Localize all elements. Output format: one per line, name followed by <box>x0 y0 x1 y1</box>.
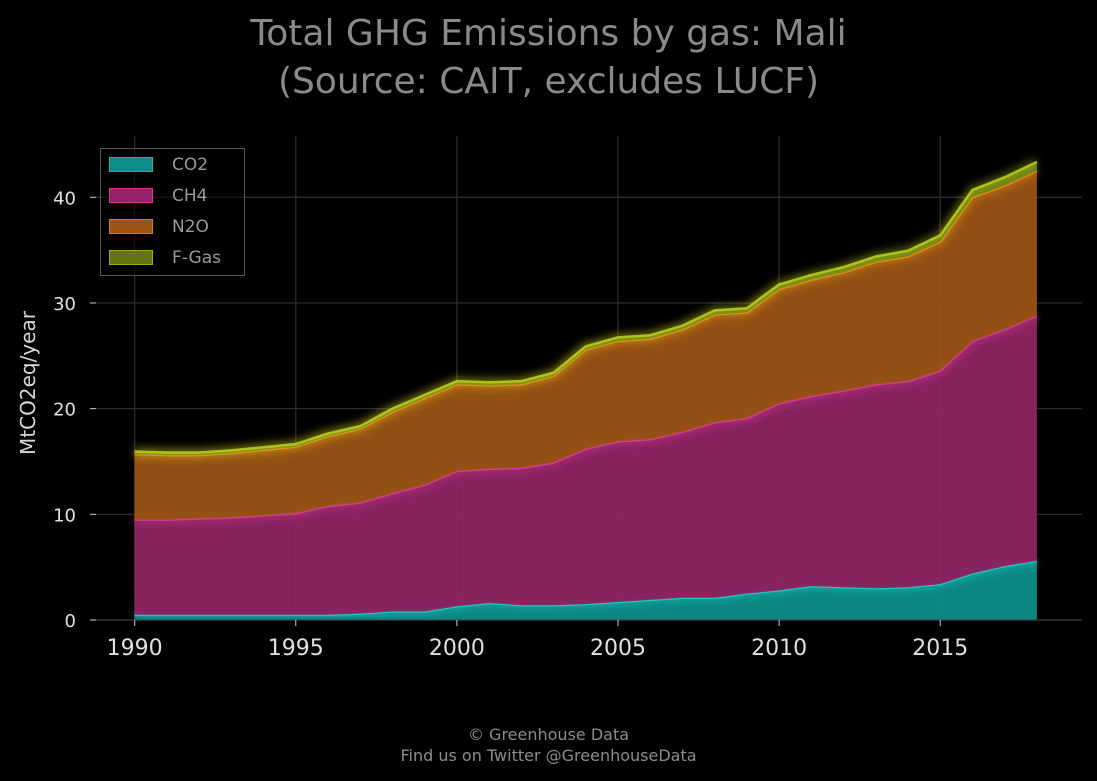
x-tick-label-1995: 1995 <box>268 636 324 661</box>
legend-item-ch4: CH4 <box>109 186 241 208</box>
areas <box>134 157 1039 620</box>
footer-copyright: © Greenhouse Data <box>467 725 630 744</box>
legend-swatch-co2 <box>109 157 153 172</box>
legend-item-n2o: N2O <box>109 217 241 239</box>
chart-title-line1: Total GHG Emissions by gas: Mali <box>250 13 847 54</box>
legend-label-n2o: N2O <box>172 217 209 237</box>
x-tick-label-1990: 1990 <box>107 636 163 661</box>
area-co2 <box>134 560 1037 620</box>
line-fgas <box>134 160 1038 454</box>
legend-swatch-fgas <box>109 250 153 265</box>
x-tick-label-2000: 2000 <box>429 636 485 661</box>
y-tick-label-40: 40 <box>53 188 76 209</box>
chart-title-line2: (Source: CAIT, excludes LUCF) <box>277 61 820 102</box>
x-tick-label-2010: 2010 <box>751 636 807 661</box>
y-axis-label: MtCO2eq/year <box>16 310 40 455</box>
legend: CO2 CH4 N2O F-Gas <box>100 148 245 276</box>
legend-label-co2: CO2 <box>172 155 209 175</box>
legend-swatch-ch4 <box>109 188 153 203</box>
legend-label-ch4: CH4 <box>172 186 208 206</box>
legend-label-fgas: F-Gas <box>172 248 221 268</box>
legend-swatch-n2o <box>109 219 153 234</box>
axes: 1990 1995 2000 2005 2010 2015 0 10 20 30 40 MtCO2eq… <box>16 188 1082 661</box>
x-tick-label-2005: 2005 <box>590 636 646 661</box>
legend-item-co2: CO2 <box>109 155 241 177</box>
x-tick-label-2015: 2015 <box>912 636 968 661</box>
y-tick-label-30: 30 <box>53 294 76 315</box>
legend-item-fgas: F-Gas <box>109 248 241 270</box>
y-tick-label-0: 0 <box>65 611 76 632</box>
y-tick-label-10: 10 <box>53 505 76 526</box>
footer-twitter: Find us on Twitter @GreenhouseData <box>400 746 697 765</box>
area-ch4 <box>134 315 1037 615</box>
y-tick-label-20: 20 <box>53 400 76 421</box>
